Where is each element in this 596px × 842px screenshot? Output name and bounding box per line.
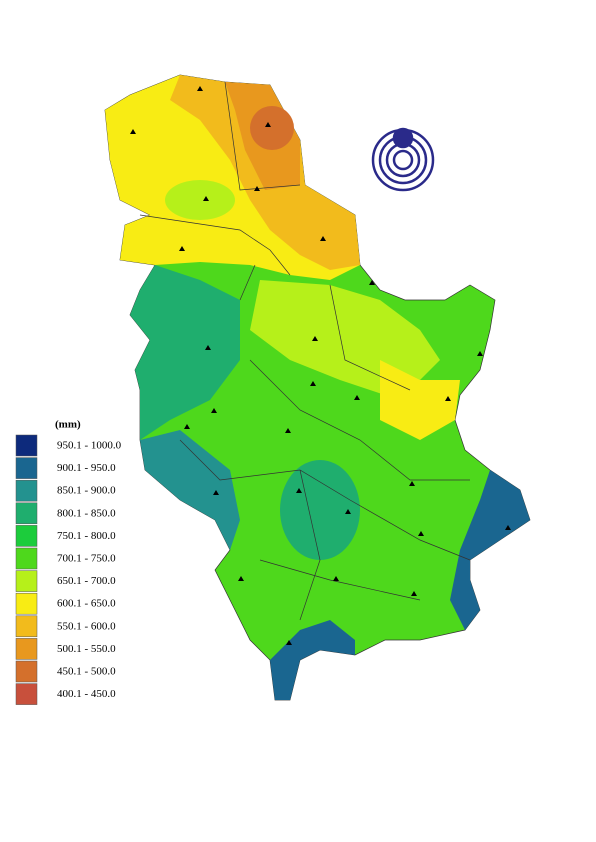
legend-label: 550.1 - 600.0 [57,620,116,632]
legend-swatch [15,479,38,502]
legend-label: 500.1 - 550.0 [57,643,116,655]
legend-unit: (mm) [55,419,81,431]
region-light-green [165,180,235,220]
legend-swatch [15,615,38,638]
logo [371,127,435,192]
legend-label: 400.1 - 450.0 [57,688,116,700]
legend: (mm) 950.1 - 1000.0 900.1 - 950.0 850.1 - … [15,419,122,705]
legend-label: 600.1 - 650.0 [57,598,116,610]
legend-label: 850.1 - 900.0 [57,485,116,497]
legend-swatch [15,683,38,705]
legend-swatch [15,547,38,570]
region-mountain [280,460,360,560]
region-southwest [140,430,240,550]
region-east-yellow [380,360,460,440]
legend-label: 750.1 - 800.0 [57,530,116,542]
map [104,74,531,701]
region-red [250,106,294,150]
region-west [130,265,240,440]
legend-label: 650.1 - 700.0 [57,575,116,587]
legend-swatch [15,502,38,525]
legend-swatch [15,592,38,615]
region-south [270,620,355,700]
legend-swatch [15,434,38,457]
legend-label: 700.1 - 750.0 [57,553,116,565]
legend-swatch [15,570,38,592]
region-southeast [450,470,530,630]
legend-label: 900.1 - 950.0 [57,462,116,474]
legend-swatch [15,660,38,683]
legend-label: 950.1 - 1000.0 [57,440,122,452]
legend-label: 450.1 - 500.0 [57,666,116,678]
legend-swatch [15,457,38,479]
region-borders [139,81,471,621]
legend-swatch [15,525,38,547]
legend-label: 800.1 - 850.0 [57,507,116,519]
legend-swatch [15,638,38,660]
